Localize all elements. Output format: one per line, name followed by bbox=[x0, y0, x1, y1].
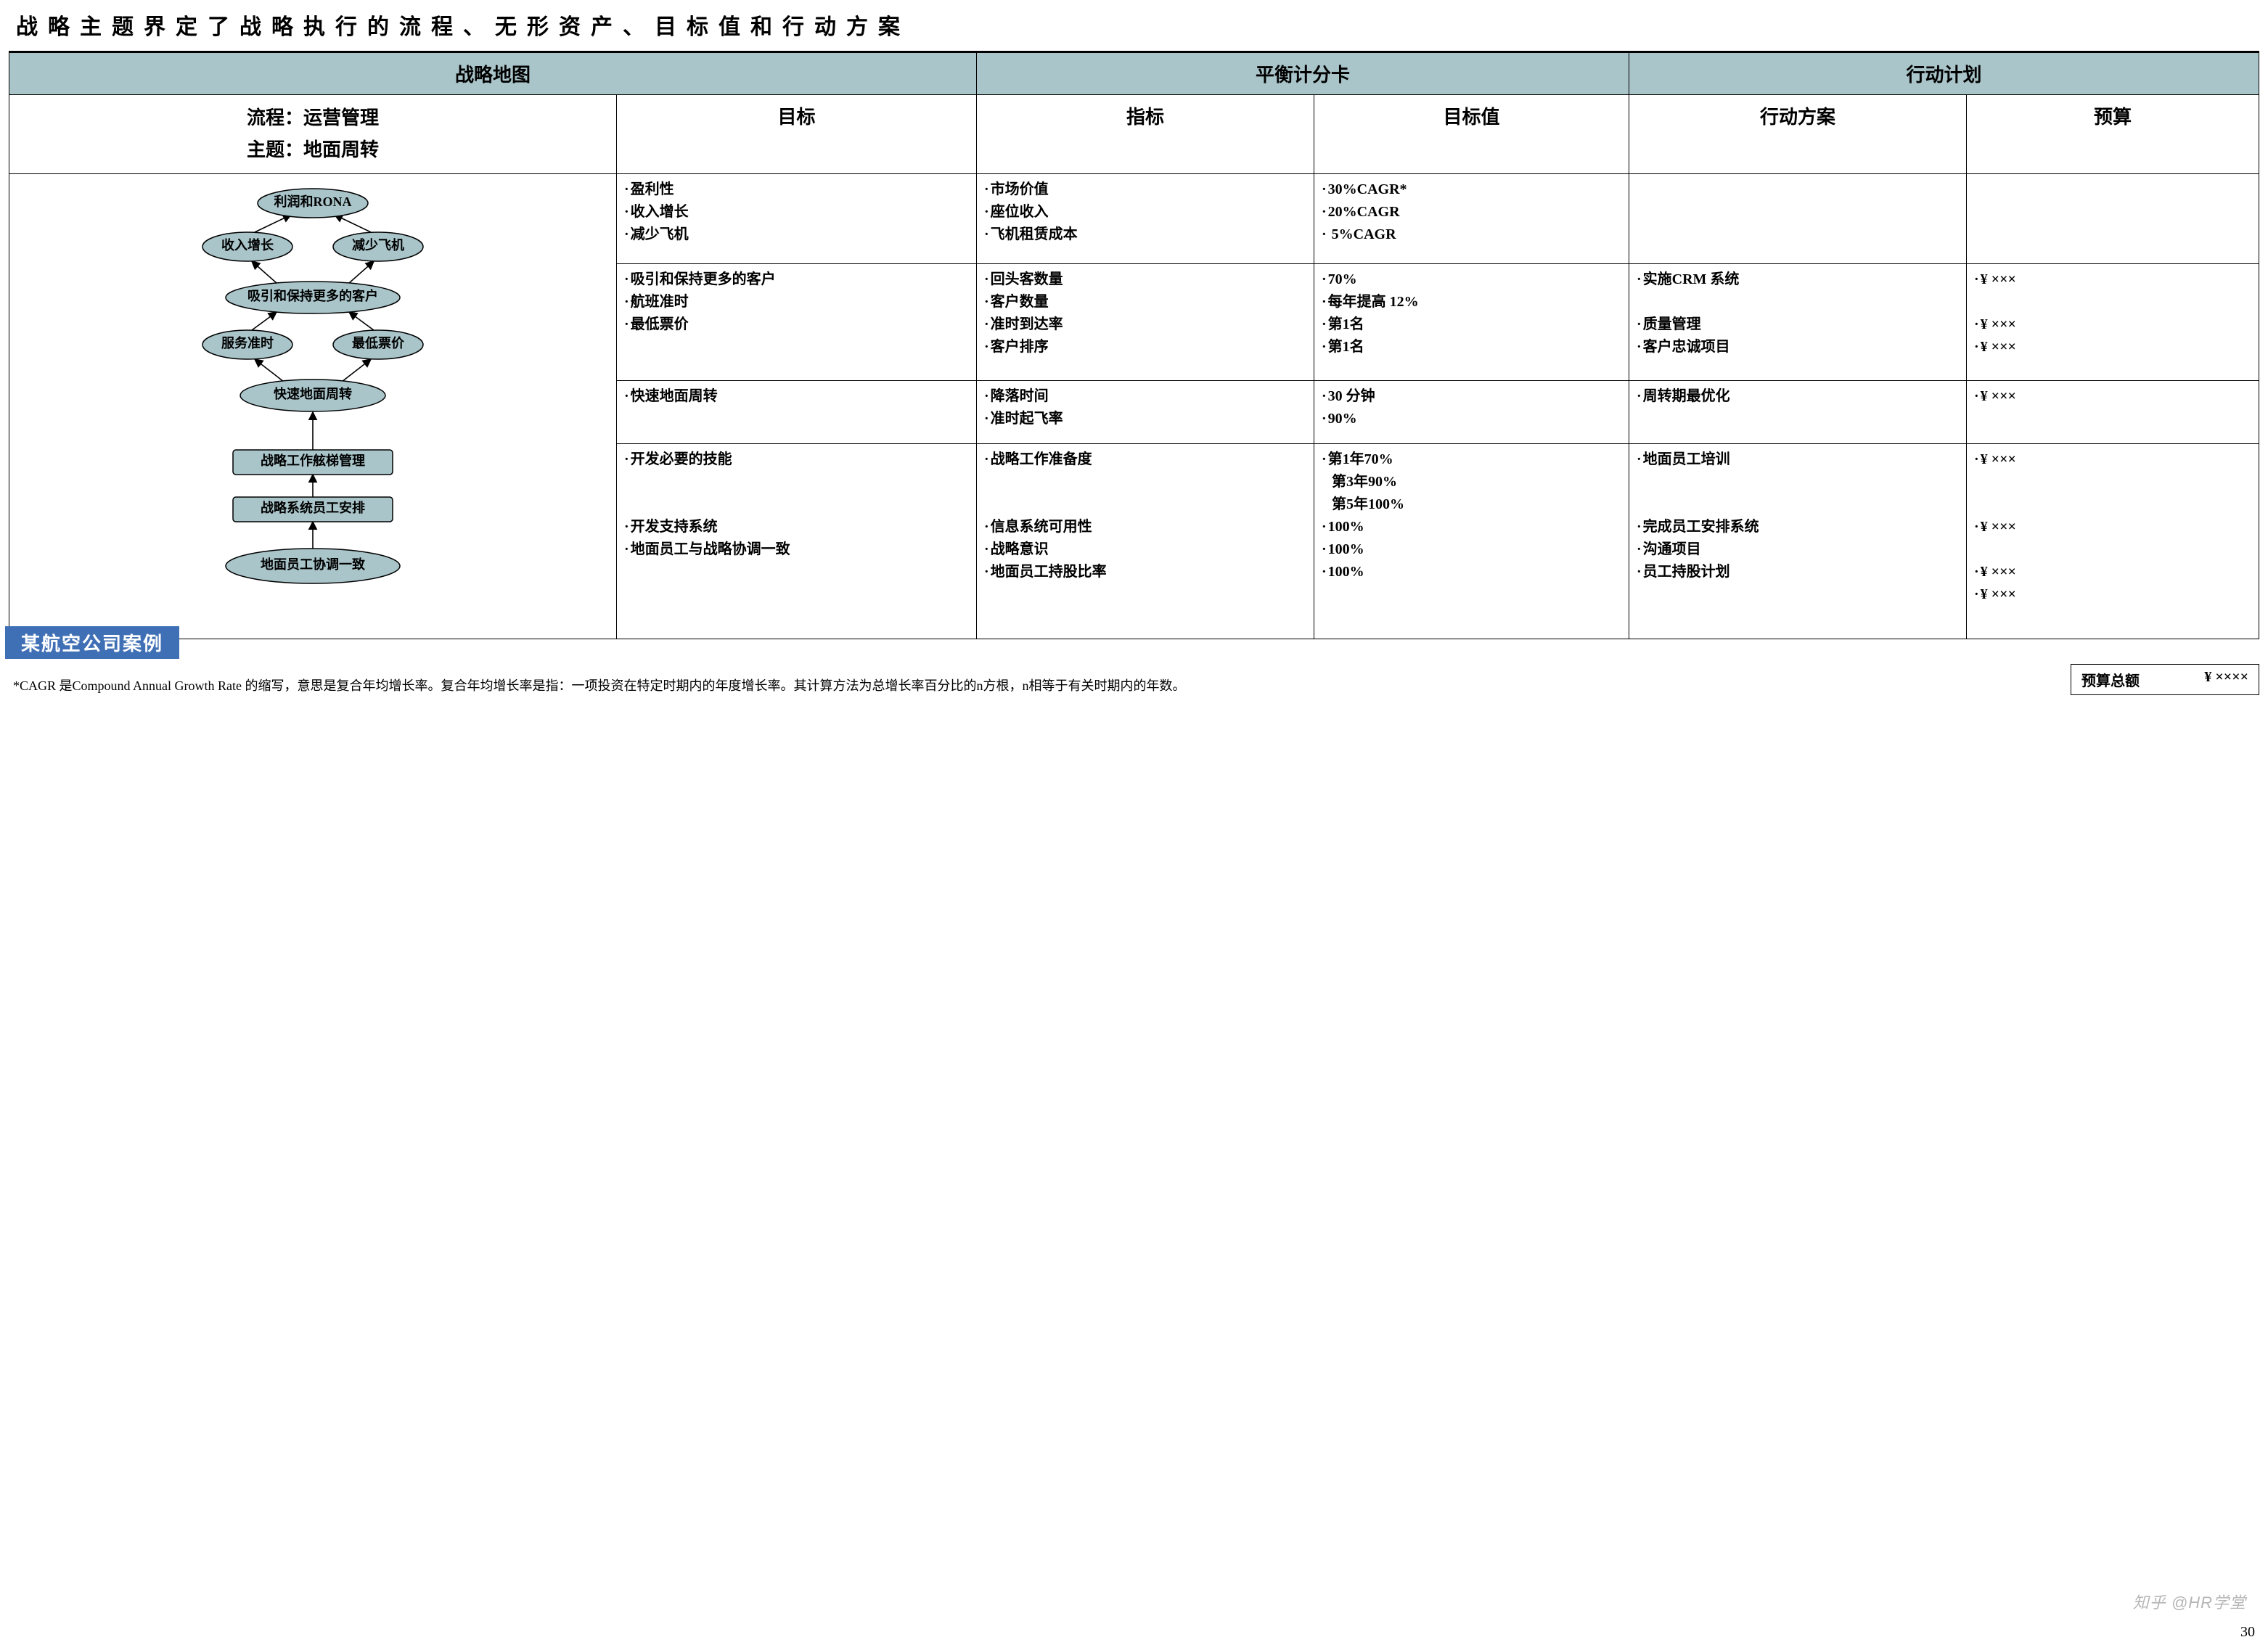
node-label-n_revenue: 收入增长 bbox=[221, 238, 274, 253]
row2-goal: 快速地面周转 bbox=[617, 380, 977, 444]
budget-total: 预算总额 ¥ ×××× bbox=[2071, 664, 2259, 695]
row0-budget bbox=[1967, 174, 2259, 264]
subheader-goal: 目标 bbox=[617, 95, 977, 174]
edge-n_turn-n_lowfare bbox=[342, 359, 371, 382]
row2-budget: ¥ ××× bbox=[1967, 380, 2259, 444]
edge-n_planes-n_profit bbox=[335, 215, 371, 232]
case-badge: 某航空公司案例 bbox=[5, 626, 179, 659]
header-action: 行动计划 bbox=[1629, 53, 2259, 95]
edge-n_customer-n_revenue bbox=[252, 261, 277, 283]
header-scorecard: 平衡计分卡 bbox=[977, 53, 1629, 95]
node-label-n_planes: 减少飞机 bbox=[352, 238, 404, 253]
subheader-action: 行动方案 bbox=[1629, 95, 1967, 174]
edge-n_customer-n_planes bbox=[349, 261, 374, 283]
edge-n_lowfare-n_customer bbox=[349, 312, 374, 330]
subheader-budget: 预算 bbox=[1967, 95, 2259, 174]
theme-label: 主题：地面周转 bbox=[12, 134, 613, 166]
strategy-table: 战略地图 平衡计分卡 行动计划 流程：运营管理 主题：地面周转 目标 指标 目标… bbox=[9, 52, 2259, 639]
page-number: 30 bbox=[2240, 1624, 2255, 1641]
node-label-n_system: 战略系统员工安排 bbox=[261, 501, 365, 516]
row3-budget: ¥ ××× ¥ ××× ¥ ×××¥ ××× bbox=[1967, 444, 2259, 639]
row0-target: 30%CAGR*20%CAGR 5%CAGR bbox=[1314, 174, 1629, 264]
row3-action: 地面员工培训 完成员工安排系统沟通项目员工持股计划 bbox=[1629, 444, 1967, 639]
watermark: 知乎 @HR学堂 bbox=[2133, 1590, 2246, 1613]
subheader-left: 流程：运营管理 主题：地面周转 bbox=[9, 95, 617, 174]
page-title: 战略主题界定了战略执行的流程、无形资产、目标值和行动方案 bbox=[9, 9, 2259, 51]
edge-n_revenue-n_profit bbox=[255, 215, 291, 232]
footnote: *CAGR 是Compound Annual Growth Rate 的缩写，意… bbox=[9, 677, 2071, 695]
node-label-n_job: 战略工作舷梯管理 bbox=[261, 454, 365, 469]
row0-indicator: 市场价值座位收入飞机租赁成本 bbox=[977, 174, 1314, 264]
row3-goal: 开发必要的技能 开发支持系统地面员工与战略协调一致 bbox=[617, 444, 977, 639]
row0-goal: 盈利性收入增长减少飞机 bbox=[617, 174, 977, 264]
row2-target: 30 分钟90% bbox=[1314, 380, 1629, 444]
row1-goal: 吸引和保持更多的客户航班准时最低票价 bbox=[617, 264, 977, 380]
row1-indicator: 回头客数量客户数量准时到达率客户排序 bbox=[977, 264, 1314, 380]
row1-budget: ¥ ××× ¥ ×××¥ ××× bbox=[1967, 264, 2259, 380]
edge-n_turn-n_ontime bbox=[255, 359, 284, 382]
row2-indicator: 降落时间准时起飞率 bbox=[977, 380, 1314, 444]
strategy-map: 利润和RONA 收入增长 减少飞机吸引和保持更多的客户服务准时 最低票价快速地面周转战… bbox=[9, 174, 617, 639]
edge-n_ontime-n_customer bbox=[252, 312, 277, 330]
row0-action bbox=[1629, 174, 1967, 264]
node-label-n_lowfare: 最低票价 bbox=[352, 336, 405, 351]
row1-action: 实施CRM 系统 质量管理客户忠诚项目 bbox=[1629, 264, 1967, 380]
node-label-n_customer: 吸引和保持更多的客户 bbox=[247, 289, 378, 304]
row3-indicator: 战略工作准备度 信息系统可用性战略意识地面员工持股比率 bbox=[977, 444, 1314, 639]
row3-target: 第1年70%第3年90%第5年100%100%100%100% bbox=[1314, 444, 1629, 639]
node-label-n_ontime: 服务准时 bbox=[221, 336, 274, 351]
process-label: 流程：运营管理 bbox=[12, 102, 613, 134]
row1-target: 70%每年提高 12%第1名第1名 bbox=[1314, 264, 1629, 380]
budget-total-value: ¥ ×××× bbox=[2204, 669, 2248, 690]
budget-total-label: 预算总额 bbox=[2081, 669, 2140, 690]
subheader-indicator: 指标 bbox=[977, 95, 1314, 174]
subheader-target: 目标值 bbox=[1314, 95, 1629, 174]
header-map: 战略地图 bbox=[9, 53, 977, 95]
row2-action: 周转期最优化 bbox=[1629, 380, 1967, 444]
node-label-n_profit: 利润和RONA bbox=[274, 194, 352, 210]
node-label-n_turn: 快速地面周转 bbox=[274, 387, 352, 402]
node-label-n_ground: 地面员工协调一致 bbox=[261, 557, 366, 573]
